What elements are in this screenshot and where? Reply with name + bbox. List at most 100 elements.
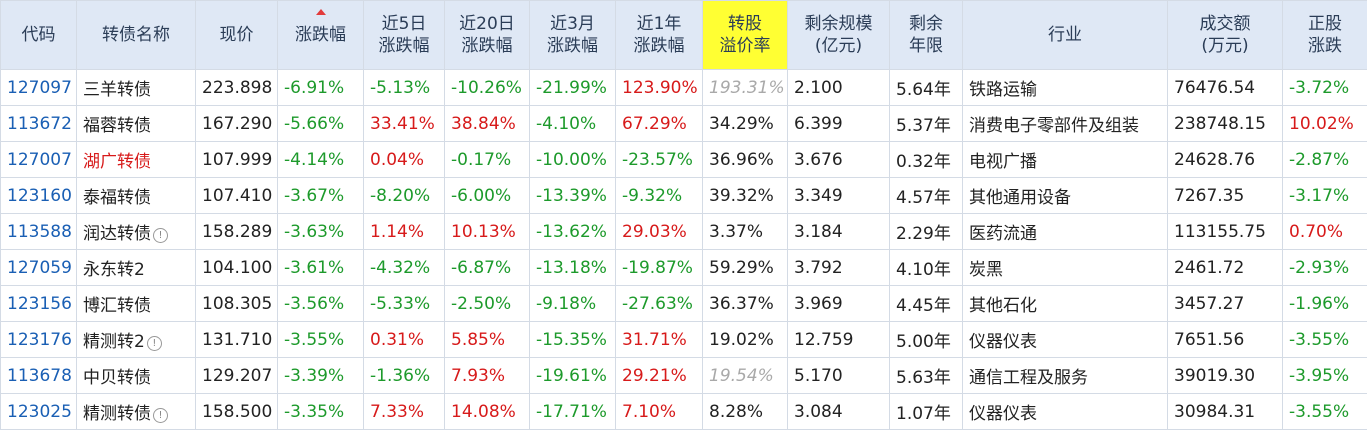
table-row[interactable]: 123160 泰福转债 107.410 -3.67% -8.20% -6.00% -13.3… xyxy=(0,177,1367,214)
code-value[interactable]: 127007 xyxy=(7,149,72,170)
cell-name[interactable]: 中贝转债 xyxy=(76,357,196,394)
column-header-volume[interactable]: 成交额 (万元) xyxy=(1167,0,1283,70)
cell-code[interactable]: 113672 xyxy=(0,105,77,142)
bond-name-link[interactable]: 湖广转债 xyxy=(83,152,151,172)
code-value[interactable]: 123025 xyxy=(7,401,72,422)
code-value[interactable]: 113678 xyxy=(7,365,72,386)
column-header-scale[interactable]: 剩余规模 (亿元) xyxy=(787,0,890,70)
cell-name[interactable]: 精测转债! xyxy=(76,393,196,430)
chg-value: -5.66% xyxy=(284,113,345,134)
code-value[interactable]: 123160 xyxy=(7,185,72,206)
bond-name-link[interactable]: 中贝转债 xyxy=(83,368,151,388)
bond-name-link[interactable]: 泰福转债 xyxy=(83,188,151,208)
column-header-chg5d[interactable]: 近5日 涨跌幅 xyxy=(363,0,445,70)
cell-price: 223.898 xyxy=(195,69,278,106)
cell-premium: 8.28% xyxy=(702,393,788,430)
cell-name[interactable]: 福蓉转债 xyxy=(76,105,196,142)
code-value[interactable]: 127097 xyxy=(7,77,72,98)
bond-name-link[interactable]: 福蓉转债 xyxy=(83,116,151,136)
column-header-premium[interactable]: 转股 溢价率 xyxy=(702,0,788,70)
price-value: 108.305 xyxy=(202,293,273,314)
cell-name[interactable]: 永东转2 xyxy=(76,249,196,286)
cell-volume: 30984.31 xyxy=(1167,393,1283,430)
column-header-industry[interactable]: 行业 xyxy=(962,0,1168,70)
cell-name[interactable]: 润达转债! xyxy=(76,213,196,250)
cell-stock_chg: -1.96% xyxy=(1282,285,1367,322)
table-row[interactable]: 127059 永东转2 104.100 -3.61% -4.32% -6.87% -13.1… xyxy=(0,249,1367,286)
sort-up-triangle-icon[interactable] xyxy=(315,9,326,17)
cell-name[interactable]: 湖广转债 xyxy=(76,141,196,178)
code-value[interactable]: 113672 xyxy=(7,113,72,134)
premium-value: 19.02% xyxy=(709,329,774,350)
chg3m-value: -13.18% xyxy=(536,257,607,278)
column-header-chg20d[interactable]: 近20日 涨跌幅 xyxy=(444,0,530,70)
price-value: 107.410 xyxy=(202,185,273,206)
cell-chg1y: -27.63% xyxy=(615,285,703,322)
column-header-chg3m[interactable]: 近3月 涨跌幅 xyxy=(529,0,616,70)
column-header-price[interactable]: 现价 xyxy=(195,0,278,70)
stock_chg-value: -2.87% xyxy=(1289,149,1350,170)
cell-chg3m: -13.18% xyxy=(529,249,616,286)
cell-code[interactable]: 113588 xyxy=(0,213,77,250)
cell-price: 104.100 xyxy=(195,249,278,286)
bond-name-link[interactable]: 永东转2 xyxy=(83,260,145,280)
cell-chg3m: -13.39% xyxy=(529,177,616,214)
cell-name[interactable]: 精测转2! xyxy=(76,321,196,358)
cell-name[interactable]: 博汇转债 xyxy=(76,285,196,322)
chg-value: -4.14% xyxy=(284,149,345,170)
cell-code[interactable]: 127059 xyxy=(0,249,77,286)
bond-name-link[interactable]: 精测转债 xyxy=(83,404,151,424)
cell-code[interactable]: 123176 xyxy=(0,321,77,358)
chg-value: -3.56% xyxy=(284,293,345,314)
code-value[interactable]: 123176 xyxy=(7,329,72,350)
industry-value: 仪器仪表 xyxy=(969,332,1037,352)
cell-name[interactable]: 三羊转债 xyxy=(76,69,196,106)
cell-name[interactable]: 泰福转债 xyxy=(76,177,196,214)
bond-name-link[interactable]: 润达转债 xyxy=(83,224,151,244)
table-row[interactable]: 123025 精测转债! 158.500 -3.35% 7.33% 14.08% -17.7… xyxy=(0,393,1367,430)
cell-code[interactable]: 123160 xyxy=(0,177,77,214)
column-header-chg[interactable]: 涨跌幅 xyxy=(277,0,364,70)
column-header-label: 正股 涨跌 xyxy=(1308,14,1342,56)
column-header-years[interactable]: 剩余 年限 xyxy=(889,0,963,70)
column-header-name[interactable]: 转债名称 xyxy=(76,0,196,70)
chg5d-value: -4.32% xyxy=(370,257,431,278)
table-row[interactable]: 113678 中贝转债 129.207 -3.39% -1.36% 7.93% -19.61… xyxy=(0,357,1367,394)
table-row[interactable]: 127097 三羊转债 223.898 -6.91% -5.13% -10.26% -21.… xyxy=(0,69,1367,106)
table-row[interactable]: 123176 精测转2! 131.710 -3.55% 0.31% 5.85% -15.35… xyxy=(0,321,1367,358)
info-icon[interactable]: ! xyxy=(146,336,162,351)
chg20d-value: -10.26% xyxy=(451,77,522,98)
stock_chg-value: 10.02% xyxy=(1289,113,1354,134)
column-header-label: 涨跌幅 xyxy=(295,25,346,45)
cell-chg5d: -4.32% xyxy=(363,249,445,286)
bond-name-link[interactable]: 三羊转债 xyxy=(83,80,151,100)
cell-scale: 3.184 xyxy=(787,213,890,250)
cell-code[interactable]: 123156 xyxy=(0,285,77,322)
cell-premium: 19.02% xyxy=(702,321,788,358)
info-icon[interactable]: ! xyxy=(153,408,168,423)
column-header-chg1y[interactable]: 近1年 涨跌幅 xyxy=(615,0,703,70)
volume-value: 7267.35 xyxy=(1174,185,1245,206)
column-header-stock_chg[interactable]: 正股 涨跌 xyxy=(1282,0,1367,70)
code-value[interactable]: 113588 xyxy=(7,221,72,242)
bond-name-link[interactable]: 博汇转债 xyxy=(83,296,151,316)
info-icon[interactable]: ! xyxy=(153,228,168,243)
table-row[interactable]: 113588 润达转债! 158.289 -3.63% 1.14% 10.13% -13.6… xyxy=(0,213,1367,250)
column-header-code[interactable]: 代码 xyxy=(0,0,77,70)
cell-code[interactable]: 127097 xyxy=(0,69,77,106)
table-row[interactable]: 123156 博汇转债 108.305 -3.56% -5.33% -2.50% -9.18… xyxy=(0,285,1367,322)
cell-code[interactable]: 123025 xyxy=(0,393,77,430)
chg5d-value: 1.14% xyxy=(370,221,425,242)
table-row[interactable]: 113672 福蓉转债 167.290 -5.66% 33.41% 38.84% -4.10… xyxy=(0,105,1367,142)
scale-value: 3.349 xyxy=(794,185,843,206)
cell-code[interactable]: 127007 xyxy=(0,141,77,178)
cell-code[interactable]: 113678 xyxy=(0,357,77,394)
code-value[interactable]: 123156 xyxy=(7,293,72,314)
table-row[interactable]: 127007 湖广转债 107.999 -4.14% 0.04% -0.17% -10.00… xyxy=(0,141,1367,178)
code-value[interactable]: 127059 xyxy=(7,257,72,278)
years-value: 4.10年 xyxy=(896,260,951,280)
chg5d-value: 0.04% xyxy=(370,149,425,170)
chg20d-value: 7.93% xyxy=(451,365,506,386)
bond-name-link[interactable]: 精测转2 xyxy=(83,332,145,352)
volume-value: 113155.75 xyxy=(1174,221,1266,242)
